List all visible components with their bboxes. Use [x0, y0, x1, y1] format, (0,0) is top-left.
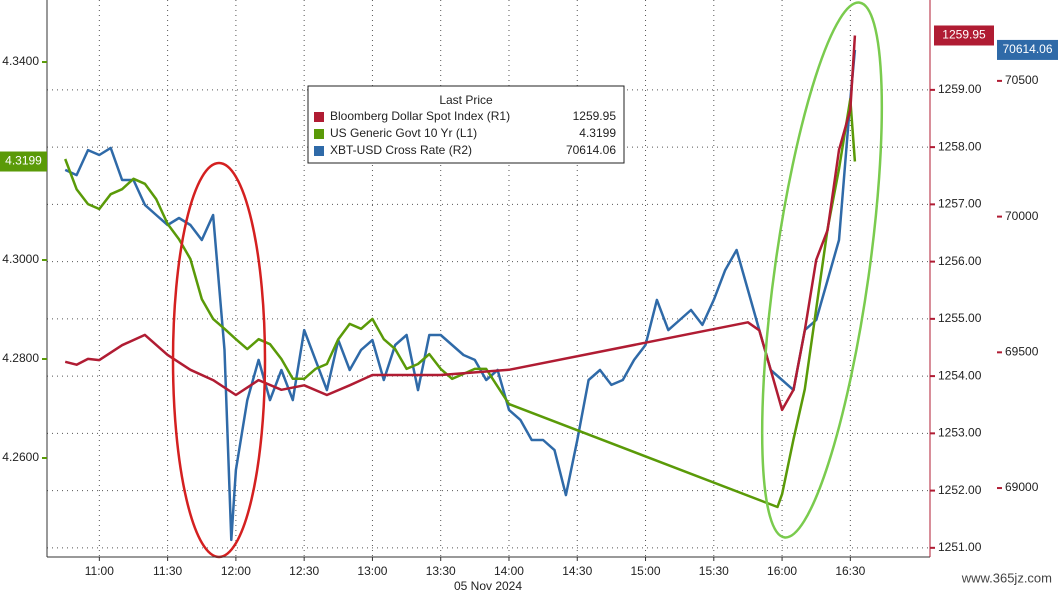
last-price-label: 1259.95	[942, 28, 986, 42]
last-price-tag	[0, 151, 47, 172]
series-line	[64, 49, 857, 542]
x-tick-label: 16:30	[835, 564, 865, 578]
y-tick-label: 4.2800	[2, 351, 39, 365]
x-tick-label: 16:00	[767, 564, 797, 578]
y2-tick-label: 1254.00	[938, 368, 982, 382]
y3-tick-label: 69000	[1005, 480, 1039, 494]
y-tick-label: 4.3400	[2, 54, 39, 68]
y2-tick-label: 1255.00	[938, 311, 982, 325]
date-label: 05 Nov 2024	[454, 579, 522, 593]
legend-box	[307, 85, 625, 164]
x-tick-label: 15:00	[631, 564, 661, 578]
axes: 11:00 11:30 12:00 12:30 13:00 13:30 14:00 14:30…	[0, 25, 1058, 578]
legend-swatch	[314, 112, 324, 122]
y3-tick-label: 70000	[1005, 209, 1039, 223]
y-tick-label: 4.3000	[2, 252, 39, 266]
plot-area	[64, 35, 857, 542]
last-price-label: 4.3199	[5, 154, 42, 168]
series-line	[64, 35, 857, 412]
legend: Last Price Bloomberg Dollar Spot Index (…	[307, 85, 625, 164]
y2-tick-label: 1251.00	[938, 540, 982, 554]
y3-tick-label: 69500	[1005, 345, 1039, 359]
x-tick-label: 14:00	[494, 564, 524, 578]
watermark: www.365jz.com	[961, 570, 1052, 585]
y2-tick-label: 1258.00	[938, 139, 982, 153]
last-price-tag	[997, 39, 1058, 60]
y2-tick-label: 1253.00	[938, 426, 982, 440]
legend-value: 70614.06	[566, 143, 616, 157]
x-tick-label: 14:30	[562, 564, 592, 578]
y2-tick-label: 1256.00	[938, 254, 982, 268]
legend-value: 1259.95	[573, 109, 617, 123]
highlight-ellipse	[760, 1, 884, 539]
legend-label: US Generic Govt 10 Yr (L1)	[330, 126, 477, 140]
x-tick-label: 11:00	[85, 564, 114, 578]
y2-tick-label: 1252.00	[938, 483, 982, 497]
x-tick-label: 13:00	[357, 564, 387, 578]
x-tick-label: 12:00	[221, 564, 251, 578]
last-price-tag	[934, 25, 994, 46]
legend-swatch	[314, 146, 324, 156]
y3-tick-label: 70500	[1005, 73, 1039, 87]
x-tick-label: 11:30	[153, 564, 182, 578]
y2-tick-label: 1259.00	[938, 82, 982, 96]
legend-value: 4.3199	[579, 126, 616, 140]
x-tick-label: 15:30	[699, 564, 729, 578]
legend-swatch	[314, 129, 324, 139]
last-price-label: 70614.06	[1002, 42, 1052, 56]
legend-label: Bloomberg Dollar Spot Index (R1)	[330, 109, 510, 123]
legend-label: XBT-USD Cross Rate (R2)	[330, 143, 472, 157]
legend-title: Last Price	[439, 93, 493, 107]
y2-tick-label: 1257.00	[938, 197, 982, 211]
series-line	[64, 97, 857, 509]
y-tick-label: 4.2600	[2, 450, 39, 464]
x-tick-label: 12:30	[289, 564, 319, 578]
x-tick-label: 13:30	[426, 564, 456, 578]
